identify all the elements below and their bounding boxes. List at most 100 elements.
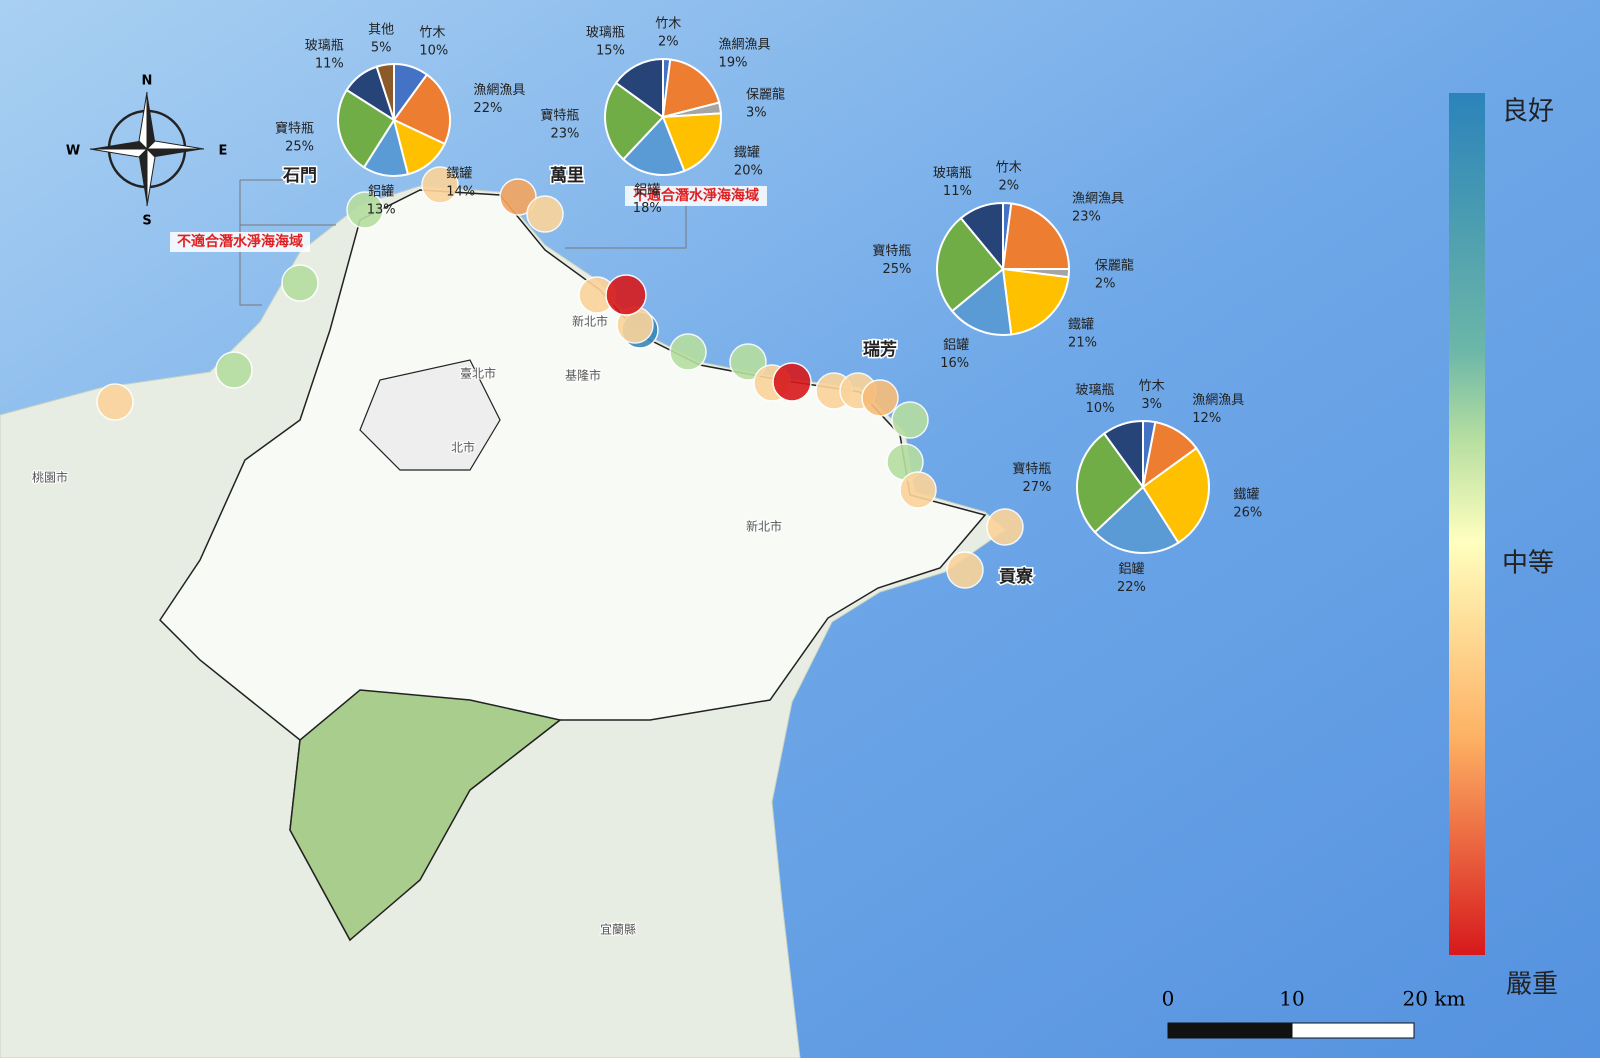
pie-slice <box>1001 267 1070 336</box>
slice-label: 玻璃瓶 <box>1076 383 1115 398</box>
slice-label: 寶特瓶 <box>1012 461 1051 477</box>
site-marker <box>96 383 134 421</box>
pie-slice <box>950 267 1013 336</box>
slice-label: 鐵罐 <box>734 145 760 161</box>
compass <box>89 91 205 207</box>
place-label: 新北市 <box>572 314 608 329</box>
compass-label: E <box>219 144 228 159</box>
pie-slice <box>936 216 1005 313</box>
slice-value: 23% <box>550 126 579 141</box>
slice-label: 鋁罐 <box>1118 562 1144 577</box>
warning: 不適合潛水淨海海域 <box>177 233 303 250</box>
slice-label: 鋁罐 <box>368 184 394 199</box>
pie-slice <box>1102 419 1144 491</box>
place-label: 基隆市 <box>565 368 601 383</box>
slice-value: 13% <box>367 202 396 217</box>
site-markers <box>96 166 1024 589</box>
slice-label: 保麗龍 <box>746 86 785 102</box>
site-marker <box>891 401 929 439</box>
slice-value: 22% <box>473 101 502 116</box>
compass-label: N <box>142 74 153 89</box>
slice-label: 竹木 <box>996 161 1022 176</box>
pie-slice <box>621 115 686 176</box>
place-label: 瑞芳 <box>863 339 897 360</box>
slice-value: 23% <box>1072 210 1101 225</box>
pie-slice <box>337 88 396 169</box>
slice-label: 其他 <box>368 23 394 38</box>
compass-label: W <box>66 144 80 159</box>
taipei-city <box>359 359 501 471</box>
slice-value: 21% <box>1068 336 1097 351</box>
slice-label: 漁網漁具 <box>719 37 771 52</box>
slice-value: 27% <box>1023 480 1052 495</box>
slice-value: 25% <box>883 262 912 277</box>
pie-slice <box>1001 202 1071 270</box>
site-marker <box>861 379 899 417</box>
leader-line <box>565 200 687 249</box>
slice-value: 20% <box>734 164 763 179</box>
compass-label: S <box>142 214 151 229</box>
legend-label: 中等 <box>1502 549 1554 579</box>
leader-line <box>239 179 336 306</box>
color-ramp <box>1449 93 1485 955</box>
slice-label: 保麗龍 <box>1095 257 1134 273</box>
slice-label: 漁網漁具 <box>1192 393 1244 408</box>
slice-label: 鐵罐 <box>1233 487 1259 503</box>
slice-value: 2% <box>998 179 1019 194</box>
warning: 不適合潛水淨海海域 <box>633 187 759 204</box>
slice-label: 寶特瓶 <box>540 107 579 123</box>
scale-label: 0 <box>1162 987 1175 1011</box>
site-marker <box>605 274 647 316</box>
scale-label: 10 <box>1279 987 1304 1011</box>
scale-bar <box>1167 1022 1293 1039</box>
slice-value: 5% <box>371 41 392 56</box>
site-marker <box>346 191 384 229</box>
slice-value: 25% <box>285 139 314 154</box>
slice-label: 寶特瓶 <box>275 120 314 136</box>
place-label: 桃園市 <box>32 470 68 485</box>
scale-label: 20 km <box>1403 987 1466 1011</box>
slice-label: 玻璃瓶 <box>586 26 625 41</box>
pie-slice <box>1076 432 1145 534</box>
slice-value: 16% <box>940 356 969 371</box>
place-label: 新北市 <box>746 519 782 534</box>
slice-value: 3% <box>1141 397 1162 412</box>
slice-value: 11% <box>943 184 972 199</box>
place-label: 宜蘭縣 <box>600 922 636 937</box>
pie-slice <box>614 57 664 119</box>
place-label: 石門 <box>282 166 317 186</box>
legend-label: 嚴重 <box>1506 970 1558 1000</box>
slice-label: 漁網漁具 <box>1072 192 1124 207</box>
slice-value: 3% <box>746 105 767 120</box>
site-marker <box>281 264 319 302</box>
slice-value: 15% <box>596 44 625 59</box>
scale-bar <box>1291 1022 1415 1039</box>
place-label: 臺北市 <box>460 366 496 381</box>
place-label: 北市 <box>451 440 475 455</box>
slice-value: 14% <box>446 185 475 200</box>
slice-label: 鐵罐 <box>446 166 472 182</box>
site-marker <box>499 178 537 216</box>
slice-value: 19% <box>719 55 748 70</box>
pie-slice <box>661 112 722 173</box>
site-marker <box>986 508 1024 546</box>
pie-slice <box>1093 485 1180 554</box>
place-label: 貢寮 <box>999 566 1033 587</box>
pie-slice <box>1141 446 1210 545</box>
site-marker <box>669 333 707 371</box>
pie-slice <box>604 81 665 161</box>
site-marker <box>421 166 459 204</box>
pie-slice <box>959 201 1004 272</box>
pie-slice <box>661 58 721 119</box>
site-marker <box>526 195 564 233</box>
slice-value: 22% <box>1117 580 1146 595</box>
slice-label: 鋁罐 <box>943 338 969 353</box>
slice-value: 10% <box>1086 401 1115 416</box>
slice-value: 2% <box>1095 276 1116 291</box>
slice-value: 26% <box>1233 506 1262 521</box>
slice-label: 漁網漁具 <box>473 83 525 98</box>
site-marker <box>946 551 984 589</box>
slice-label: 竹木 <box>419 26 445 41</box>
slice-label: 玻璃瓶 <box>305 39 344 54</box>
slice-label: 鋁罐 <box>634 183 660 198</box>
